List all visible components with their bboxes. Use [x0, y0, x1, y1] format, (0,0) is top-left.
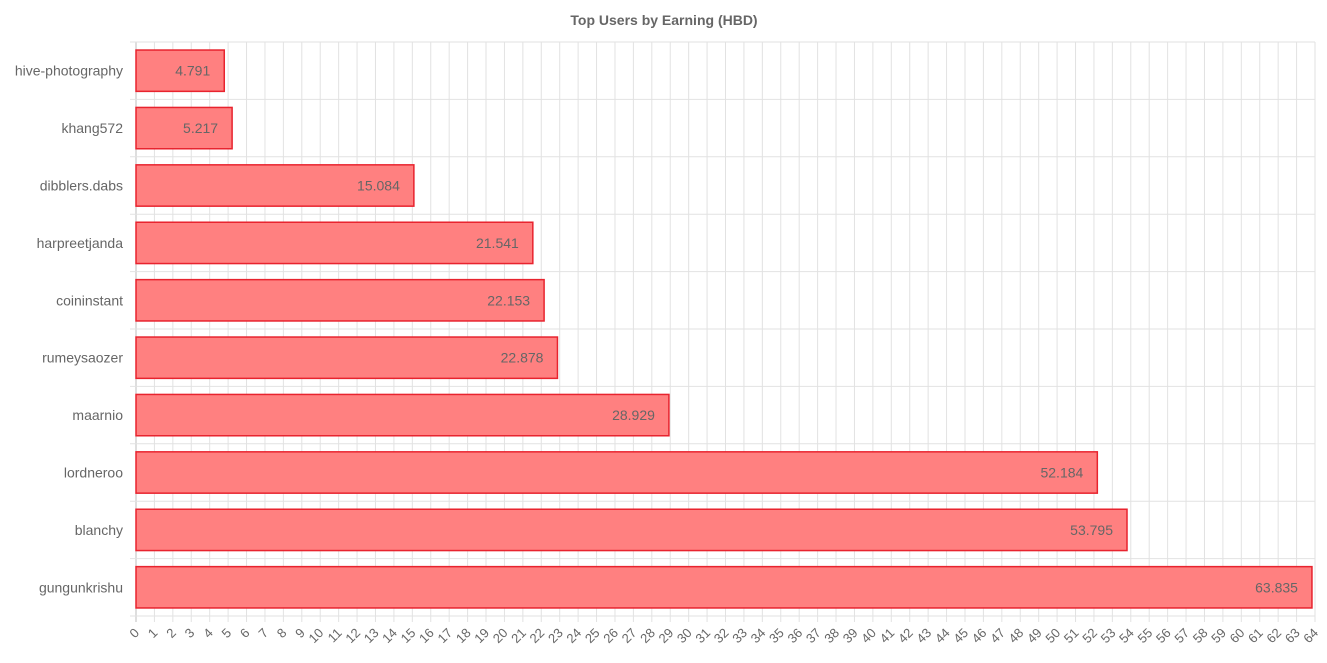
- bar-value-label: 15.084: [357, 178, 400, 194]
- x-tick-label: 4: [200, 625, 216, 641]
- bar: [135, 393, 670, 437]
- category-label: khang572: [61, 120, 123, 136]
- bar-value-label: 21.541: [476, 235, 519, 251]
- category-label: coininstant: [56, 292, 123, 308]
- bar: [135, 565, 1313, 609]
- x-tick-label: 5: [219, 625, 235, 641]
- bar: [135, 164, 415, 207]
- x-tick-label: 6: [237, 625, 253, 641]
- x-tick-label: 8: [274, 625, 290, 641]
- bar: [135, 508, 1128, 552]
- bar-value-label: 22.153: [487, 292, 530, 308]
- bar: [135, 221, 534, 265]
- x-tick-label: 64: [1300, 625, 1321, 646]
- bars: 4.791 5.217 15.084 21.541 22.153 22.878 28.929…: [135, 49, 1313, 609]
- bar: [135, 451, 1099, 494]
- bar-value-label: 22.878: [501, 350, 544, 366]
- bar: [135, 49, 226, 93]
- category-label: dibblers.dabs: [40, 178, 123, 194]
- category-label: gungunkrishu: [39, 579, 123, 595]
- x-tick-label: 3: [182, 625, 198, 641]
- category-label: harpreetjanda: [37, 235, 124, 251]
- bar: [135, 106, 233, 150]
- bar-value-label: 28.929: [612, 407, 655, 423]
- bar: [135, 278, 545, 322]
- bar-value-label: 63.835: [1255, 579, 1298, 595]
- category-label: maarnio: [72, 407, 123, 423]
- category-labels: hive-photography khang572 dibblers.dabs har…: [15, 63, 124, 596]
- x-tick-label: 2: [163, 625, 179, 641]
- x-tick-label: 0: [126, 625, 142, 641]
- x-tick-label: 7: [255, 625, 271, 641]
- category-label: hive-photography: [15, 63, 123, 79]
- category-label: blanchy: [75, 522, 123, 538]
- bar-value-label: 53.795: [1070, 522, 1113, 538]
- bar-value-label: 5.217: [183, 120, 218, 136]
- bar-value-label: 52.184: [1040, 465, 1083, 481]
- x-tick-label: 1: [145, 625, 161, 641]
- x-axis-ticks: 0 1 2 3 4 5 6 7 8 9101112131415161718192021222324…: [126, 625, 1321, 646]
- chart-title: Top Users by Earning (HBD): [570, 12, 757, 28]
- category-label: lordneroo: [64, 465, 123, 481]
- bar: [135, 336, 559, 380]
- bar-value-label: 4.791: [175, 63, 210, 79]
- x-tick-label: 9: [292, 625, 308, 641]
- x-tick-label: 10: [306, 625, 327, 646]
- category-label: rumeysaozer: [42, 350, 123, 366]
